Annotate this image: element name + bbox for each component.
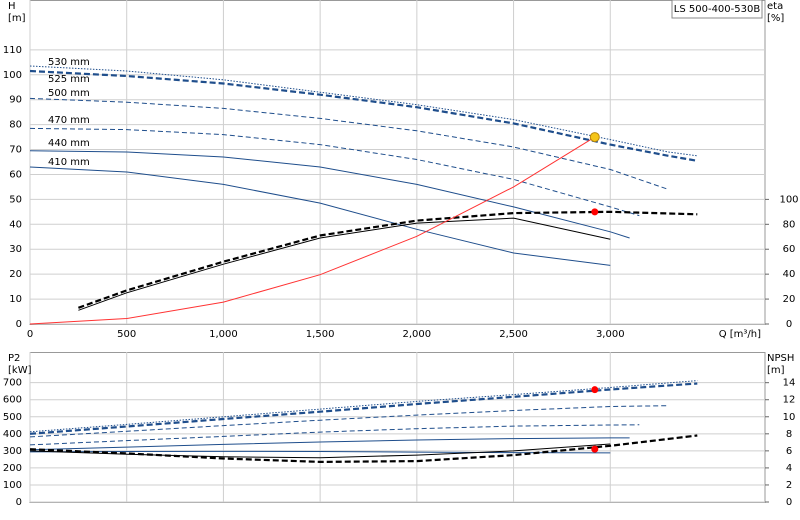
curve-label: 525 mm: [48, 74, 90, 85]
y-tick-label: 70: [9, 145, 22, 156]
curve: [29, 127, 640, 217]
plot-frame: [29, 0, 766, 325]
curve: [29, 380, 698, 433]
curve-label: 530 mm: [48, 57, 90, 68]
y2-axis-label: [%]: [767, 13, 784, 24]
y2-tick-label: 0: [786, 497, 792, 508]
x-axis-label: Q [m³/h]: [719, 329, 761, 340]
y2-tick-label: 12: [783, 395, 796, 406]
curve-label: 500 mm: [48, 88, 90, 99]
y2-tick-label: 4: [786, 463, 792, 474]
y2-tick-label: 20: [783, 294, 796, 305]
y2-tick-label: 60: [783, 244, 796, 255]
curve: [78, 210, 698, 309]
curve: [29, 382, 698, 435]
y-tick-label: 40: [9, 219, 22, 230]
y-tick-label: 100: [3, 70, 22, 81]
y-tick-label: 500: [3, 412, 22, 423]
curve: [29, 65, 698, 157]
y-tick-label: 60: [9, 169, 22, 180]
y-tick-label: 50: [9, 194, 22, 205]
y-tick-label: 700: [3, 378, 22, 389]
y2-axis-label: [m]: [767, 365, 785, 376]
x-tick-label: 2,500: [499, 329, 528, 340]
curve: [29, 150, 630, 239]
operating-point: [591, 208, 599, 216]
curve: [29, 136, 596, 325]
y2-tick-label: 80: [783, 219, 796, 230]
curve-label: 410 mm: [48, 157, 90, 168]
title-box: [671, 0, 763, 19]
y-tick-label: 300: [3, 446, 22, 457]
curve: [29, 424, 640, 446]
curve: [29, 437, 630, 451]
curve-label: 470 mm: [48, 115, 90, 126]
chart-title: LS 500-400-530B: [674, 4, 761, 15]
operating-point: [589, 132, 600, 143]
y2-tick-label: 40: [783, 269, 796, 280]
y2-tick-label: 2: [786, 480, 792, 491]
y-axis-label: P2: [8, 353, 20, 364]
y-axis-label: [m]: [8, 13, 26, 24]
curve: [29, 405, 669, 438]
y-axis-label: [kW]: [8, 365, 32, 376]
curve: [78, 217, 611, 311]
operating-point: [591, 386, 599, 394]
y-tick-label: 0: [16, 497, 22, 508]
curve: [29, 166, 611, 266]
x-tick-label: 1,000: [209, 329, 238, 340]
x-tick-label: 1,500: [306, 329, 335, 340]
y2-tick-label: 100: [779, 194, 798, 205]
curve: [29, 69, 698, 162]
y-tick-label: 10: [9, 294, 22, 305]
y-tick-label: 100: [3, 480, 22, 491]
x-tick-label: 3,000: [596, 329, 625, 340]
curve: [29, 443, 611, 459]
y-tick-label: 400: [3, 429, 22, 440]
y-axis-label: H: [8, 1, 16, 12]
y2-tick-label: 6: [786, 446, 792, 457]
operating-point: [591, 445, 599, 453]
plot-frame: [29, 352, 766, 503]
x-tick-label: 2,000: [403, 329, 432, 340]
y-tick-label: 30: [9, 244, 22, 255]
y2-tick-label: 0: [786, 319, 792, 330]
curve-label: 440 mm: [48, 138, 90, 149]
y-tick-label: 200: [3, 463, 22, 474]
y-tick-label: 110: [3, 45, 22, 56]
y-tick-label: 90: [9, 95, 22, 106]
y-tick-label: 0: [16, 319, 22, 330]
curve: [29, 97, 669, 190]
y2-axis-label: eta: [767, 1, 783, 12]
x-tick-label: 0: [27, 329, 33, 340]
y-tick-label: 80: [9, 120, 22, 131]
y-tick-label: 20: [9, 269, 22, 280]
x-tick-label: 500: [117, 329, 136, 340]
y2-axis-label: NPSH: [767, 353, 794, 364]
curve: [29, 450, 611, 454]
y2-tick-label: 14: [783, 378, 796, 389]
y2-tick-label: 8: [786, 429, 792, 440]
y-tick-label: 600: [3, 395, 22, 406]
y2-tick-label: 10: [783, 412, 796, 423]
